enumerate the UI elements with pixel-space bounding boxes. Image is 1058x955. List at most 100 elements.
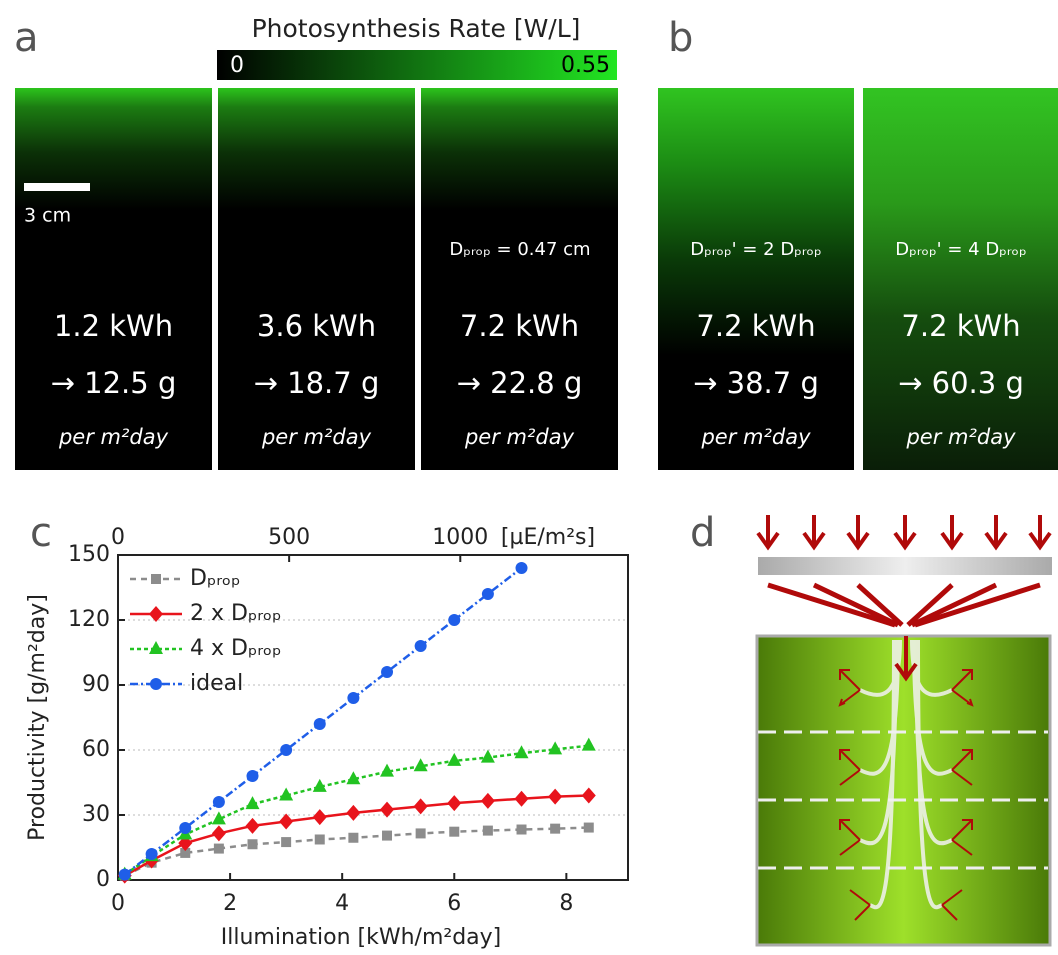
x2-axis-label: [µE/m²s]	[501, 525, 595, 550]
data-point	[514, 790, 529, 807]
data-point	[516, 824, 527, 835]
data-point	[380, 763, 395, 777]
energy-label: 1.2 kWh	[54, 309, 173, 343]
data-point	[313, 718, 326, 730]
data-point	[180, 847, 191, 858]
y-axis-label: Productivity [g/m²day]	[25, 594, 50, 841]
data-point	[447, 752, 462, 766]
energy-label: 7.2 kWh	[696, 309, 815, 343]
yield-label: → 60.3 g	[898, 366, 1024, 400]
data-point	[279, 813, 294, 830]
unit-label: per m²day	[464, 425, 575, 449]
x-tick-label: 8	[559, 891, 573, 916]
y-tick-label: 150	[68, 542, 110, 567]
data-point	[481, 588, 494, 600]
colorbar	[217, 50, 617, 80]
data-point	[347, 692, 360, 704]
data-point	[448, 614, 461, 626]
unit-label: per m²day	[905, 425, 1016, 449]
plot-frame	[117, 554, 629, 881]
data-point	[415, 828, 426, 839]
data-point	[583, 822, 594, 833]
data-point	[211, 825, 226, 842]
unit-label: per m²day	[700, 425, 811, 449]
colorbar-tick: 0.55	[561, 53, 610, 78]
data-point	[381, 666, 394, 678]
yield-label: → 18.7 g	[254, 366, 380, 400]
data-point	[212, 796, 225, 808]
series-line	[124, 744, 589, 876]
data-point	[312, 809, 327, 826]
data-point	[280, 744, 293, 756]
data-point	[449, 826, 460, 837]
x-axis-label: Illumination [kWh/m²day]	[221, 925, 502, 950]
panel-a: 1.2 kWh → 12.5 g per m²day 3.6 kWh → 18.7 g p…	[15, 88, 618, 470]
data-point	[548, 788, 563, 805]
panel-b: Dₚᵣₒₚ' = 2 Dₚᵣₒₚ 7.2 kWh → 38.7 g per m²day…	[658, 88, 1058, 470]
data-point	[581, 737, 596, 751]
data-point	[279, 787, 294, 801]
legend-label: 4 x Dₚᵣₒₚ	[190, 636, 282, 661]
unit-label: per m²day	[261, 425, 372, 449]
legend-label: ideal	[190, 671, 243, 696]
data-point	[246, 770, 259, 782]
colorbar-title: Photosynthesis Rate [W/L]	[252, 14, 581, 43]
data-point	[581, 787, 596, 804]
data-point	[380, 801, 395, 818]
scale-bar-label: 3 cm	[24, 205, 71, 227]
legend-marker	[149, 641, 163, 654]
yield-label: → 22.8 g	[457, 366, 583, 400]
data-point	[346, 804, 361, 821]
panel-label: c	[30, 510, 52, 556]
data-point	[382, 830, 393, 841]
yield-label: → 12.5 g	[51, 366, 177, 400]
x2-tick-label: 500	[268, 525, 310, 550]
annotation: Dₚᵣₒₚ' = 4 Dₚᵣₒₚ	[895, 239, 1026, 260]
data-point	[213, 843, 224, 854]
data-point	[414, 640, 427, 652]
x-tick-label: 6	[447, 891, 461, 916]
data-point	[482, 825, 493, 836]
culture-image	[421, 88, 618, 470]
panel-label: d	[690, 510, 715, 556]
data-point	[348, 832, 359, 843]
x2-tick-label: 0	[111, 525, 125, 550]
data-point	[548, 741, 563, 755]
legend-marker	[149, 606, 163, 622]
x-tick-label: 4	[335, 891, 349, 916]
data-point	[515, 562, 528, 574]
x-tick-label: 0	[111, 891, 125, 916]
culture-image	[658, 88, 854, 470]
culture-image	[15, 88, 212, 470]
data-point	[480, 792, 495, 809]
culture-image	[863, 88, 1058, 470]
legend-marker	[150, 678, 162, 690]
energy-label: 7.2 kWh	[460, 309, 579, 343]
data-point	[480, 749, 495, 763]
y-tick-label: 0	[96, 867, 110, 892]
data-point	[145, 848, 158, 860]
data-point	[413, 758, 428, 772]
unit-label: per m²day	[58, 425, 169, 449]
data-point	[312, 778, 327, 792]
yield-label: → 38.7 g	[693, 366, 819, 400]
data-point	[413, 798, 428, 815]
data-point	[179, 822, 192, 834]
x2-tick-label: 1000	[432, 525, 488, 550]
data-point	[346, 771, 361, 785]
data-point	[245, 796, 260, 810]
annotation: Dₚᵣₒₚ = 0.47 cm	[449, 239, 590, 260]
energy-label: 7.2 kWh	[901, 309, 1020, 343]
data-point	[314, 834, 325, 845]
scale-bar	[24, 183, 90, 191]
panel-label: b	[668, 15, 693, 61]
y-tick-label: 30	[82, 802, 110, 827]
y-tick-label: 120	[68, 607, 110, 632]
y-tick-label: 60	[82, 737, 110, 762]
energy-label: 3.6 kWh	[257, 309, 376, 343]
legend-marker	[151, 574, 161, 584]
data-point	[245, 817, 260, 834]
y-tick-label: 90	[82, 672, 110, 697]
